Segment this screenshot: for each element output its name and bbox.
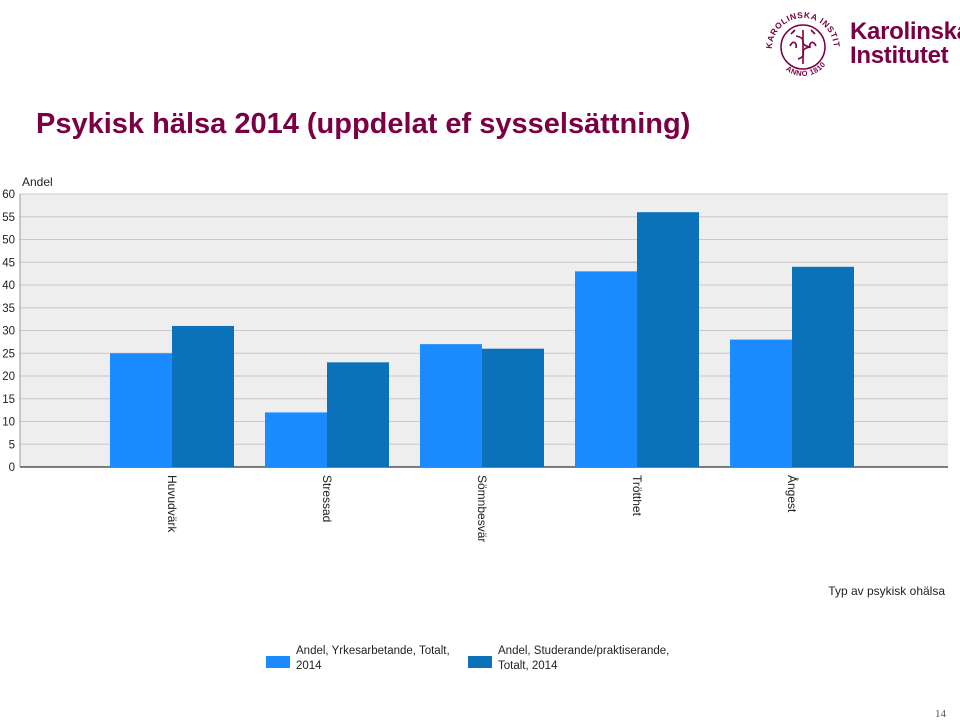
- legend-label-studerande: Andel, Studerande/praktiserande, Totalt,…: [498, 645, 670, 672]
- y-tick-label: 25: [2, 348, 15, 360]
- slide-title: Psykisk hälsa 2014 (uppdelat ef sysselsä…: [36, 108, 691, 140]
- y-tick-label: 5: [9, 439, 15, 451]
- bar: [637, 212, 699, 467]
- x-axis-label: Typ av psykisk ohälsa: [828, 584, 945, 598]
- y-axis-label: Andel: [22, 175, 53, 189]
- x-tick-label: Ångest: [785, 475, 800, 513]
- y-tick-label: 50: [2, 235, 15, 247]
- logo-wordmark: Karolinska Institutet: [850, 20, 960, 68]
- legend-swatch-yrkesarbetande: [266, 656, 290, 668]
- y-tick-label: 35: [2, 303, 15, 315]
- bar: [327, 362, 389, 467]
- svg-text:KAROLINSKA INSTITUTET: KAROLINSKA INSTITUTET: [760, 6, 842, 49]
- bar: [420, 344, 482, 467]
- y-tick-label: 20: [2, 371, 15, 383]
- bar: [730, 339, 792, 467]
- y-tick-label: 0: [9, 462, 15, 474]
- legend-swatch-studerande: [468, 656, 492, 668]
- bar: [482, 348, 544, 467]
- logo-line1: Karolinska: [850, 18, 960, 45]
- y-tick-label: 10: [2, 417, 15, 429]
- y-tick-label: 30: [2, 326, 15, 338]
- seal-year: ANNO 1810: [784, 60, 827, 78]
- y-tick-label: 15: [2, 394, 15, 406]
- svg-text:ANNO 1810: ANNO 1810: [784, 60, 827, 78]
- bar: [172, 325, 234, 467]
- y-tick-label: 40: [2, 280, 15, 292]
- karolinska-logo: KAROLINSKA INSTITUTET ANNO 1810 Karolins…: [760, 6, 960, 88]
- bar: [792, 266, 854, 467]
- ki-seal-icon: KAROLINSKA INSTITUTET ANNO 1810: [760, 6, 842, 78]
- x-tick-label: Trötthet: [630, 475, 644, 517]
- x-tick-label: Sömnbesvär: [475, 475, 489, 542]
- bar-chart: 0 5 10 15 20 25 30 35 40 45 50 55 60 Andel Huvudvärk St…: [2, 175, 948, 598]
- seal-text: KAROLINSKA INSTITUTET: [760, 6, 841, 49]
- bar: [575, 271, 637, 467]
- bar: [110, 353, 172, 467]
- legend-label-yrkesarbetande: Andel, Yrkesarbetande, Totalt, 2014: [296, 645, 450, 672]
- y-tick-label: 45: [2, 257, 15, 269]
- bar: [265, 412, 327, 467]
- x-tick-label: Stressad: [320, 475, 334, 522]
- page-number: 14: [935, 708, 946, 720]
- x-tick-label: Huvudvärk: [165, 475, 179, 533]
- logo-line2: Institutet: [850, 42, 949, 69]
- y-tick-label: 55: [2, 212, 15, 224]
- y-tick-label: 60: [2, 189, 15, 201]
